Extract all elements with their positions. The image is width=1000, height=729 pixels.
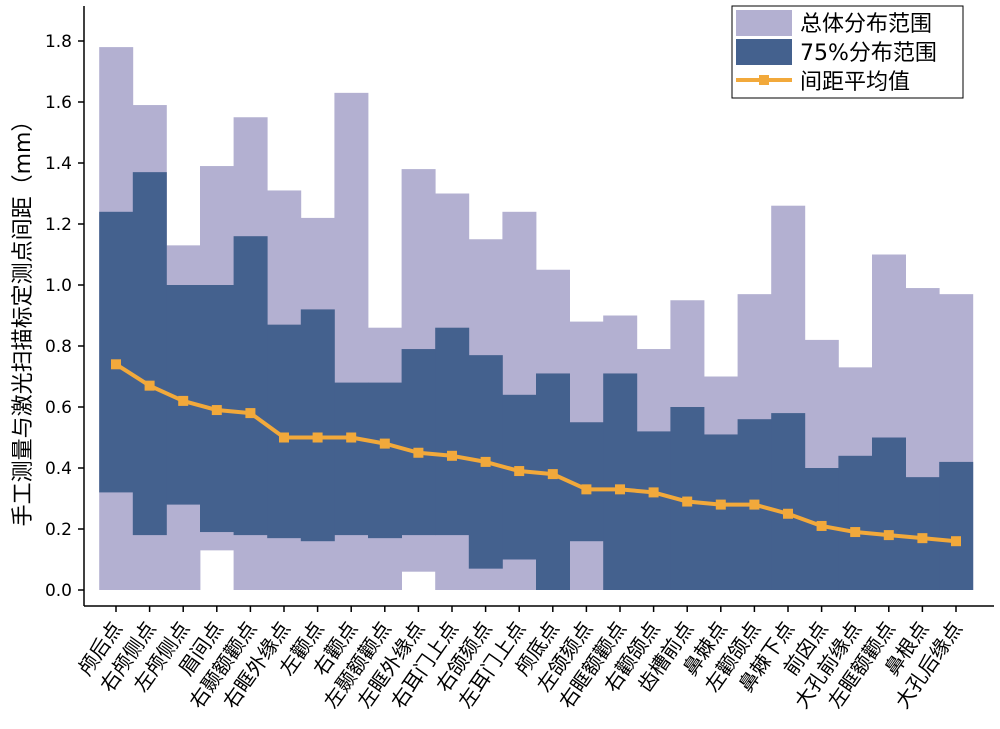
mean-point xyxy=(211,405,222,416)
mean-point xyxy=(682,496,693,507)
legend-marker-mean xyxy=(759,75,769,85)
mean-point xyxy=(312,432,323,443)
legend-swatch-75 xyxy=(736,39,792,65)
mean-point xyxy=(883,530,894,541)
mean-point xyxy=(850,527,861,538)
y-tick-label: 1.6 xyxy=(45,93,72,113)
mean-point xyxy=(648,487,659,498)
legend-label-overall: 总体分布范围 xyxy=(800,12,932,37)
mean-point xyxy=(279,432,289,443)
range-75-bar xyxy=(502,394,537,560)
range-75-bar xyxy=(569,422,604,542)
mean-point xyxy=(917,533,928,544)
y-tick-label: 1.2 xyxy=(45,215,72,235)
mean-point xyxy=(783,508,793,519)
mean-point xyxy=(144,380,155,391)
y-tick-label: 1.0 xyxy=(45,276,72,296)
range-75-bar xyxy=(132,172,167,536)
range-75-bar xyxy=(334,382,369,536)
mean-point xyxy=(749,499,760,510)
y-tick-label: 0.4 xyxy=(45,459,72,479)
mean-point xyxy=(413,447,424,458)
y-tick-label: 0.0 xyxy=(45,581,72,601)
mean-point xyxy=(547,469,558,480)
y-tick-label: 1.8 xyxy=(45,32,72,52)
mean-point xyxy=(816,520,827,531)
range-75-bar xyxy=(939,461,974,590)
legend-swatch-overall xyxy=(736,10,792,36)
y-tick-label: 1.4 xyxy=(45,154,72,174)
mean-point xyxy=(111,359,121,370)
legend: 总体分布范围 75%分布范围 间距平均值 xyxy=(731,5,964,99)
mean-point xyxy=(715,499,726,510)
range-75-bar xyxy=(636,431,671,590)
mean-point xyxy=(581,484,592,495)
range-75-bar xyxy=(771,413,806,590)
y-tick-label: 0.8 xyxy=(45,337,72,357)
y-tick-label: 0.6 xyxy=(45,398,72,418)
legend-label-mean: 间距平均值 xyxy=(800,70,910,95)
legend-label-75: 75%分布范围 xyxy=(800,41,937,66)
range-75-bar xyxy=(99,211,134,493)
mean-point xyxy=(178,395,189,406)
y-tick-label: 0.2 xyxy=(45,520,72,540)
y-ticks: 0.0 0.2 0.4 0.6 0.8 1.0 1.2 1.4 1.6 1.8 xyxy=(45,32,84,601)
mean-point xyxy=(346,432,357,443)
range-75-bars xyxy=(99,172,974,590)
axes xyxy=(83,6,994,607)
range-75-bar xyxy=(401,349,436,536)
range-75-bar xyxy=(704,434,738,590)
range-75-bar xyxy=(300,309,335,542)
mean-point xyxy=(447,450,457,461)
y-axis-label: 手工测量与激光扫描标定测点间距（mm） xyxy=(11,110,36,527)
mean-point xyxy=(480,456,491,467)
mean-point xyxy=(245,408,256,419)
range-75-bar xyxy=(536,373,570,590)
mean-point xyxy=(514,466,525,477)
mean-point xyxy=(615,484,625,495)
range-75-bar xyxy=(233,236,268,536)
range-75-bar xyxy=(603,373,638,590)
range-75-bar xyxy=(368,382,402,539)
mean-line-group xyxy=(111,359,961,547)
range-75-bar xyxy=(838,455,873,590)
mean-point xyxy=(379,438,390,449)
range-75-bar xyxy=(435,327,470,536)
mean-line xyxy=(114,362,957,544)
mean-point xyxy=(951,536,961,547)
x-ticks: 颅后点右颅侧点左颅侧点眉间点右颞额颧点右眶外缘点左颧点右颧点左颞额颧点左眶外缘点… xyxy=(73,606,967,713)
range-75-bar xyxy=(872,437,906,590)
